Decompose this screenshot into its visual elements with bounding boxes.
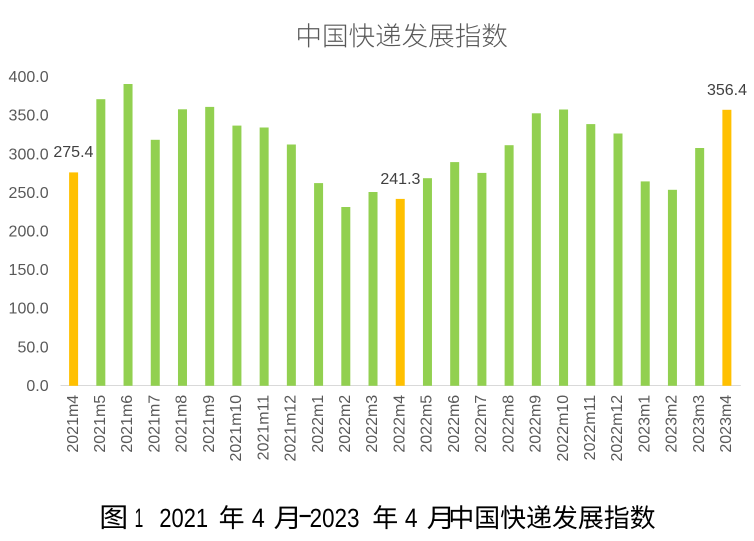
svg-text:350.0: 350.0 (9, 108, 49, 125)
svg-text:2022m2: 2022m2 (337, 395, 354, 453)
svg-text:2023m4: 2023m4 (718, 395, 735, 453)
svg-text:0.0: 0.0 (26, 378, 48, 395)
svg-text:2021m6: 2021m6 (119, 395, 136, 453)
svg-text:2022m1: 2022m1 (310, 395, 327, 453)
svg-text:200.0: 200.0 (9, 224, 49, 241)
svg-text:2022m11: 2022m11 (582, 395, 599, 461)
svg-text:2022m9: 2022m9 (528, 395, 545, 453)
svg-text:2021m10: 2021m10 (228, 395, 245, 462)
svg-text:356.4: 356.4 (707, 82, 747, 99)
svg-text:2023m2: 2023m2 (664, 395, 681, 453)
svg-text:275.4: 275.4 (53, 144, 93, 161)
svg-text:100.0: 100.0 (9, 301, 49, 318)
svg-text:2022m7: 2022m7 (473, 395, 490, 453)
svg-text:300.0: 300.0 (9, 146, 49, 163)
svg-text:250.0: 250.0 (9, 185, 49, 202)
svg-text:2021m7: 2021m7 (146, 395, 163, 453)
svg-text:2021m9: 2021m9 (201, 395, 218, 453)
svg-text:2021m4: 2021m4 (65, 395, 82, 453)
svg-text:50.0: 50.0 (17, 339, 48, 356)
svg-text:2022m12: 2022m12 (609, 395, 626, 462)
svg-text:400.0: 400.0 (9, 69, 49, 86)
svg-text:2021m5: 2021m5 (92, 395, 109, 453)
svg-text:2023m3: 2023m3 (691, 395, 708, 453)
svg-text:2021m11: 2021m11 (255, 395, 272, 461)
svg-text:2022m5: 2022m5 (419, 395, 436, 453)
svg-text:241.3: 241.3 (380, 171, 420, 188)
svg-text:2021m12: 2021m12 (283, 395, 300, 462)
svg-text:2022m6: 2022m6 (446, 395, 463, 453)
svg-text:2022m4: 2022m4 (391, 395, 408, 453)
svg-text:2022m8: 2022m8 (500, 395, 517, 453)
svg-text:2022m3: 2022m3 (364, 395, 381, 453)
svg-text:2023m1: 2023m1 (636, 395, 653, 453)
svg-text:150.0: 150.0 (9, 262, 49, 279)
svg-text:2022m10: 2022m10 (555, 395, 572, 462)
svg-text:2021m8: 2021m8 (174, 395, 191, 453)
